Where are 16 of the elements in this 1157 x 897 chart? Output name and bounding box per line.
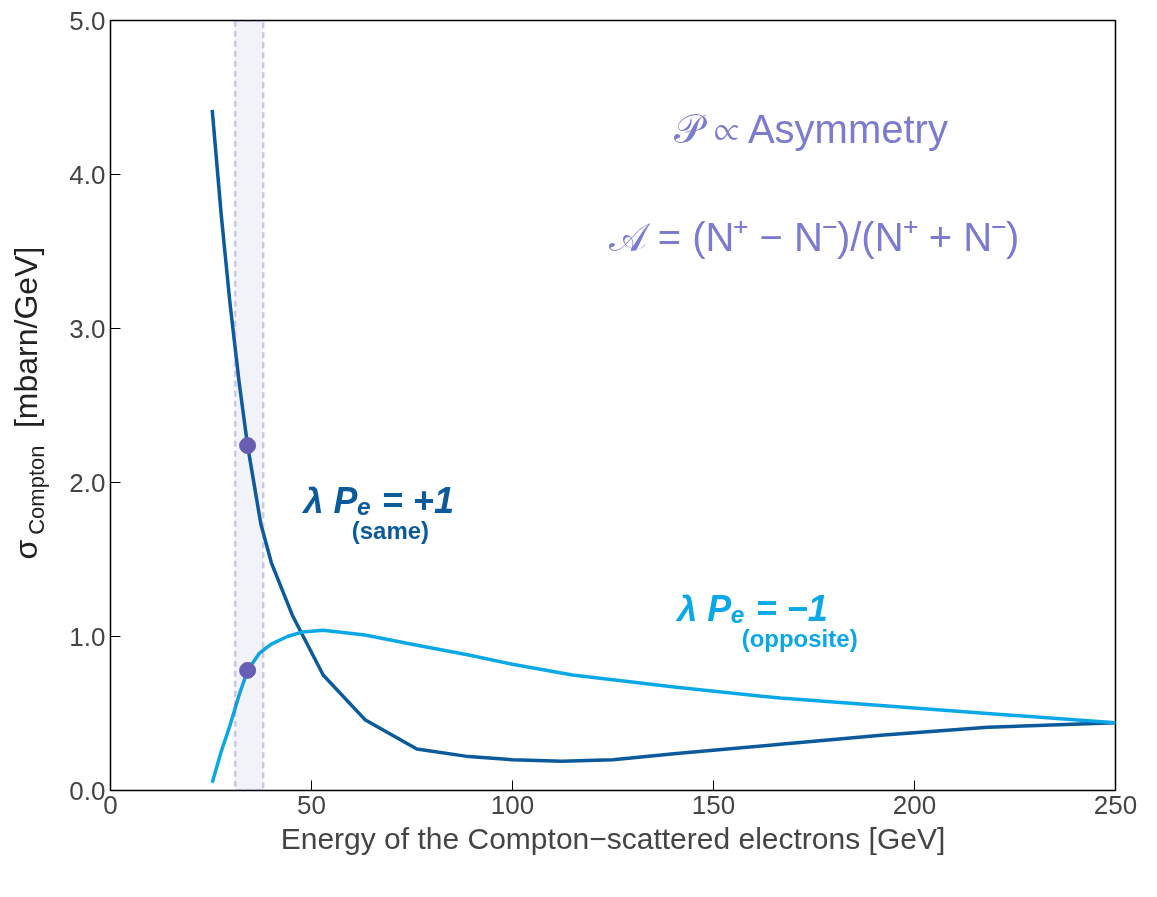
y-tick-label: 1.0 <box>69 621 106 652</box>
y-tick-label: 4.0 <box>69 159 106 190</box>
annotation: 𝒜 = (N⁺ − N⁻)/(N⁺ + N⁻) <box>608 215 1020 260</box>
x-tick-label: 50 <box>297 789 326 820</box>
x-tick-label: 200 <box>892 789 937 820</box>
x-tick-label: 100 <box>490 789 535 820</box>
line-series <box>210 108 1116 763</box>
line-series <box>210 628 1116 785</box>
y-axis-title: σCompton [mbarn/GeV] <box>7 246 49 560</box>
x-tick-label: 250 <box>1093 789 1138 820</box>
y-tick-label: 3.0 <box>69 313 106 344</box>
annotation: 𝒫 ∝ Asymmetry <box>673 107 948 152</box>
x-tick-label: 150 <box>691 789 736 820</box>
y-tick-label: 5.0 <box>69 5 106 36</box>
x-axis-title: Energy of the Compton−scattered electrons [GeV] <box>280 821 946 855</box>
y-tick-label: 2.0 <box>69 467 106 498</box>
